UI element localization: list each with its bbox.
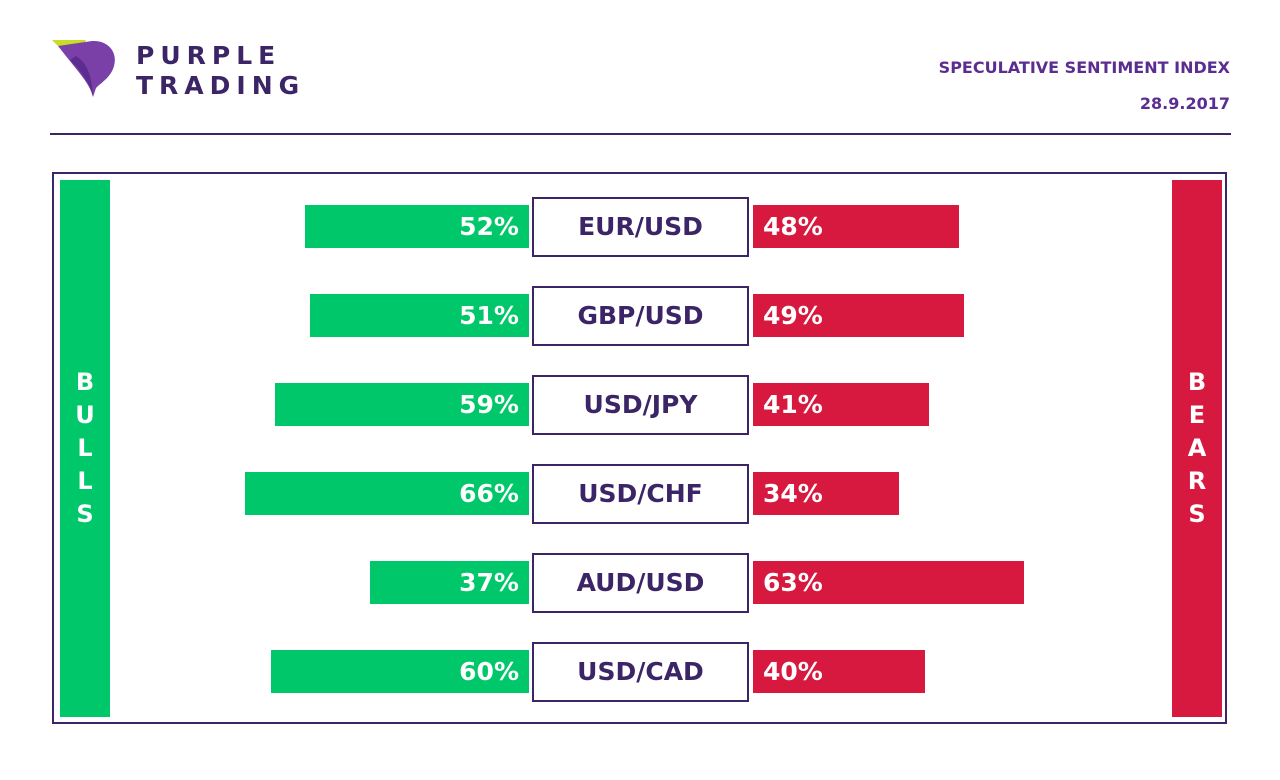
currency-pair-label: USD/JPY [532, 374, 749, 435]
page-date: 28.9.2017 [1139, 94, 1230, 113]
bears-bar: 34% [753, 472, 900, 515]
header-divider [50, 133, 1231, 135]
bears-bar: 49% [753, 294, 964, 337]
brand-name: PURPLE TRADING [136, 41, 305, 101]
currency-pair-label: GBP/USD [532, 285, 749, 346]
bears-side-bar: BEARS [1172, 180, 1222, 717]
bears-bar: 48% [753, 205, 960, 248]
brand-logo: PURPLE TRADING [52, 40, 322, 100]
currency-pair-label: USD/CAD [532, 641, 749, 702]
bulls-label: BULLS [75, 368, 95, 528]
bears-bar: 41% [753, 383, 930, 426]
bears-bar: 40% [753, 650, 925, 693]
bears-label: BEARS [1187, 368, 1207, 528]
bears-bar: 63% [753, 561, 1024, 604]
chart-frame [52, 172, 1227, 724]
brand-line-1: PURPLE [136, 41, 282, 70]
bulls-bar: 60% [271, 650, 529, 693]
brand-line-2: TRADING [136, 71, 306, 100]
bulls-bar: 66% [245, 472, 529, 515]
purple-trading-logo-icon [52, 40, 115, 97]
page-title: SPECULATIVE SENTIMENT INDEX [938, 58, 1230, 77]
bulls-side-bar: BULLS [60, 180, 110, 717]
currency-pair-label: USD/CHF [532, 463, 749, 524]
bulls-bar: 52% [305, 205, 529, 248]
bulls-bar: 59% [275, 383, 529, 426]
currency-pair-label: AUD/USD [532, 552, 749, 613]
currency-pair-label: EUR/USD [532, 196, 749, 257]
bulls-bar: 51% [309, 294, 529, 337]
bulls-bar: 37% [369, 561, 529, 604]
